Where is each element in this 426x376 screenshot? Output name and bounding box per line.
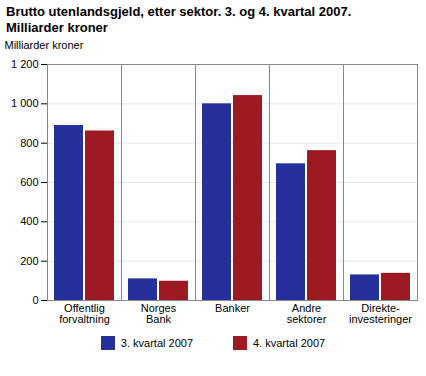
svg-text:400: 400 xyxy=(20,215,38,227)
svg-text:600: 600 xyxy=(20,176,38,188)
svg-text:0: 0 xyxy=(32,294,38,306)
svg-text:200: 200 xyxy=(20,255,38,267)
svg-text:Banker: Banker xyxy=(215,302,250,314)
html-text:3. kvartal 2007: 3. kvartal 2007 xyxy=(120,337,193,349)
html-text:4. kvartal 2007: 4. kvartal 2007 xyxy=(253,337,326,349)
svg-text:Offentligforvaltning: Offentligforvaltning xyxy=(59,302,110,325)
svg-text:800: 800 xyxy=(20,137,38,149)
svg-text:Milliarder kroner: Milliarder kroner xyxy=(5,39,84,51)
svg-text:NorgesBank: NorgesBank xyxy=(141,302,177,325)
svg-text:Andresektorer: Andresektorer xyxy=(287,302,327,325)
svg-text:Direkte-investeringer: Direkte-investeringer xyxy=(349,302,412,325)
svg-text:1 000: 1 000 xyxy=(11,97,39,109)
html-text:Brutto utenlandsgjeld, etter s: Brutto utenlandsgjeld, etter sektor. 3. … xyxy=(6,4,352,35)
svg-text:1 200: 1 200 xyxy=(11,58,39,70)
